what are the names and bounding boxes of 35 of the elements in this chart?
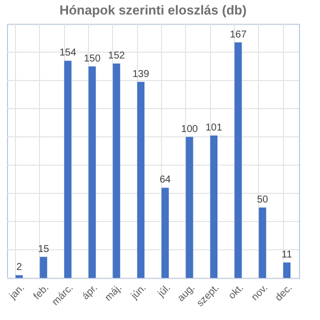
bar	[64, 60, 72, 278]
data-label: 139	[132, 68, 150, 80]
bar	[210, 135, 218, 278]
x-tick-label: jan.	[7, 282, 27, 302]
data-label: 101	[205, 122, 223, 134]
data-label: 154	[59, 48, 77, 59]
x-tick-label: dec.	[273, 282, 295, 304]
data-label: 152	[108, 50, 126, 62]
bar	[16, 275, 23, 278]
bar	[162, 188, 169, 278]
x-tick-label: ápr.	[80, 282, 100, 302]
data-label: 2	[16, 262, 22, 274]
data-label: 15	[38, 244, 50, 255]
bar	[88, 66, 96, 278]
x-tick-label: feb.	[32, 282, 52, 302]
bar	[234, 42, 242, 278]
data-label: 100	[181, 124, 198, 135]
data-label: 64	[160, 174, 172, 186]
x-tick-label: jún.	[128, 282, 149, 302]
x-tick-label: okt.	[226, 282, 246, 302]
chart-title: Hónapok szerinti eloszlás (db)	[59, 2, 247, 18]
bar	[258, 207, 266, 278]
bar	[283, 262, 290, 278]
data-label: 150	[84, 53, 101, 64]
bar	[112, 64, 120, 278]
bar	[186, 136, 194, 278]
data-label: 11	[282, 249, 292, 260]
x-tick-label: júl.	[155, 282, 173, 300]
data-label: 167	[230, 29, 247, 40]
bar	[40, 256, 48, 278]
bar	[137, 82, 144, 278]
x-tick-label: nov.	[250, 282, 270, 304]
x-tick-label: máj.	[103, 282, 124, 304]
data-label: 50	[256, 194, 268, 206]
x-tick-label: aug.	[176, 282, 198, 304]
